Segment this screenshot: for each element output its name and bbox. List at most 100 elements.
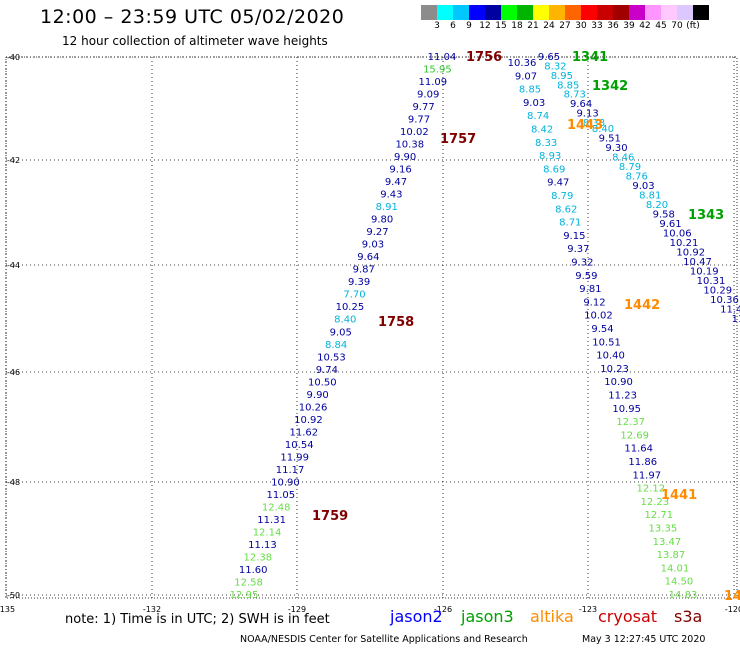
longitude-label: -123 [579,605,597,614]
wave-height-value: 10.92 [676,248,705,259]
wave-height-value: 12.38 [243,552,272,563]
color-legend-label: 30 [575,21,587,31]
wave-height-value: 10.31 [697,276,726,287]
wave-height-value: 11.13 [248,540,277,551]
footer-credit: NOAA/NESDIS Center for Satellite Applica… [240,634,528,645]
map-grid [5,56,738,599]
latitude-label: -40 [7,53,20,62]
track-id-label: 14 [724,589,740,604]
wave-height-value: 8.71 [559,218,581,229]
color-legend-label: 3 [434,21,440,31]
wave-height-value: 12.37 [616,417,645,428]
color-swatch [469,5,485,20]
wave-height-value: 9.77 [408,115,430,126]
color-swatch [421,5,437,20]
color-swatch [661,5,677,20]
wave-height-value: 10.54 [285,440,314,451]
color-legend-label: 24 [543,21,555,31]
wave-height-value: 9.09 [417,90,439,101]
wave-height-value: 12.14 [253,527,282,538]
wave-height-value: 9.64 [357,252,379,263]
axis-labels: -40 -42 -44 -46 -48 -50 -135 -132 -129 -126 -123 -1… [0,53,740,614]
wave-height-value: 11.17 [276,465,305,476]
color-legend-label: 6 [450,21,456,31]
wave-height-value: 9.47 [547,178,569,189]
wave-height-value: 10.25 [336,302,365,313]
wave-height-value: 9.03 [632,181,654,192]
color-legend-label: 70 [671,21,683,31]
altika-track: 10.36 9.07 8.85 9.03 8.74 8.42 8.33 8.93 8.69 9.4… [508,58,698,601]
wave-height-value: 10.26 [299,402,328,413]
footnote: note: 1) Time is in UTC; 2) SWH is in fe… [65,612,330,627]
wave-height-value: 8.40 [592,124,614,135]
color-swatch [533,5,549,20]
footer-timestamp: May 3 12:27:45 UTC 2020 [582,634,706,645]
wave-height-value: 9.80 [371,215,393,226]
wave-height-value: 9.27 [366,227,388,238]
wave-height-value: 9.37 [567,244,589,255]
color-swatch [677,5,693,20]
color-legend-label: 36 [607,21,619,31]
wave-height-value: 8.76 [626,172,648,183]
wave-height-value: 12.58 [234,577,263,588]
wave-height-value: 9.54 [591,324,613,335]
wave-height-value: 13.35 [649,524,678,535]
wave-height-value: 8.85 [557,80,579,91]
wave-height-value: 9.05 [330,327,352,338]
wave-height-value: 9.90 [307,390,329,401]
wave-height-value: 12.69 [620,430,649,441]
wave-height-value: 10.36 [508,58,537,69]
wave-height-value: 9.58 [653,210,675,221]
latitude-label: -42 [7,156,20,165]
wave-height-value: 14.01 [661,563,690,574]
jason3-track-b: 8.409.519.308.468.798.769.038.818.209.58… [592,124,740,325]
wave-height-value: 10.90 [271,477,300,488]
wave-height-value: 8.73 [564,90,586,101]
wave-height-value: 8.40 [334,315,356,326]
wave-height-value: 11.09 [418,77,447,88]
color-legend-label: 15 [495,21,507,31]
track-id-label: 1343 [688,208,724,223]
longitude-label: -135 [0,605,15,614]
color-swatch [645,5,661,20]
wave-height-value: 9.64 [570,99,592,110]
track-id-label: 1758 [378,315,414,330]
wave-height-value: 8.95 [551,71,573,82]
track-id-label: 1443 [567,118,603,133]
wave-height-value: 9.07 [515,71,537,82]
wave-height-value: 11.04 [428,52,457,63]
wave-height-value: 13.87 [657,550,686,561]
color-swatch [437,5,453,20]
wave-height-value: 10.51 [592,337,621,348]
color-legend-label: 33 [591,21,603,31]
wave-height-value: 7.70 [343,290,365,301]
color-swatch [453,5,469,20]
wave-height-value: 10.23 [600,364,629,375]
wave-height-value: 11.31 [257,515,286,526]
color-legend-label: 12 [479,21,491,31]
wave-height-value: 9.65 [538,52,560,63]
wave-height-value: 11.64 [624,444,653,455]
wave-height-value: 9.77 [412,102,434,113]
wave-height-value: 8.42 [531,125,553,136]
track-id-label: 1756 [466,50,502,65]
wave-height-value: 14.50 [665,577,694,588]
wave-height-value: 11 [732,314,740,325]
map-frame [5,56,738,599]
color-legend-label: 21 [527,21,539,31]
color-swatch [549,5,565,20]
wave-height-value: 8.32 [544,61,566,72]
wave-height-value: 11.86 [628,457,657,468]
color-swatch [581,5,597,20]
color-swatch [517,5,533,20]
track-id-label: 1759 [312,509,348,524]
wave-height-value: 11.05 [267,490,296,501]
wave-height-value: 14.83 [669,590,698,601]
wave-height-value: 10.40 [596,351,625,362]
wave-height-value: 8.20 [646,200,668,211]
color-swatch [693,5,709,20]
wave-height-value: 9.03 [362,240,384,251]
longitude-label: -126 [434,605,452,614]
wave-height-value: 10.50 [308,377,337,388]
